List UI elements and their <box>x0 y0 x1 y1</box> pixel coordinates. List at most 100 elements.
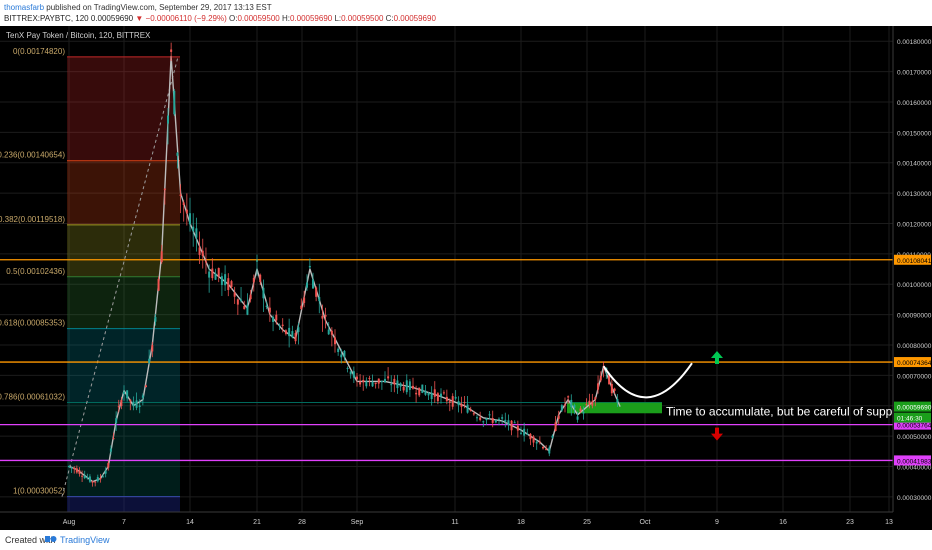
candle-body <box>281 324 284 326</box>
candle-body <box>510 420 513 431</box>
fib-level-label: 0.618(0.00085353) <box>0 319 65 328</box>
tradingview-logo-icon <box>45 536 57 542</box>
candle-body <box>498 418 500 420</box>
candle-body <box>442 392 445 394</box>
tradingview-link[interactable]: TradingView <box>60 535 110 545</box>
candle-body <box>86 477 89 479</box>
candle-body <box>570 399 573 408</box>
chart-header: thomasfarb published on TradingView.com,… <box>0 0 932 26</box>
candle-body <box>294 333 297 342</box>
x-tick-label: Oct <box>640 519 651 526</box>
up-arrow-shape <box>711 351 723 365</box>
candle-body <box>491 418 494 423</box>
x-tick-label: 11 <box>451 519 458 526</box>
candle-body <box>102 476 105 478</box>
candle-body <box>362 379 365 383</box>
candle-body <box>352 371 355 378</box>
open-label: O: <box>229 14 238 23</box>
countdown-label: 01:46:30 <box>897 416 923 423</box>
candle-body <box>173 90 176 115</box>
candle-body <box>356 376 358 380</box>
price-chart[interactable]: 0(0.00174820) 0.236(0.00140654) 0.382(0.00… <box>0 26 932 530</box>
candle-body <box>390 384 393 386</box>
candle-body <box>340 354 343 358</box>
candle-body <box>129 399 132 402</box>
x-tick-label: 16 <box>779 519 787 526</box>
publish-info: thomasfarb published on TradingView.com,… <box>4 3 272 12</box>
candle-body <box>141 395 144 398</box>
candle-body <box>430 392 433 400</box>
candle-body <box>240 299 243 302</box>
candle-body <box>315 287 318 297</box>
candle-body <box>582 411 585 414</box>
high-label: H: <box>281 14 290 23</box>
candle-body <box>371 381 374 387</box>
projection-curve <box>602 362 693 399</box>
y-tick-label: 0.00130000 <box>897 191 932 198</box>
candle-body <box>436 393 439 402</box>
candle-body <box>608 374 611 385</box>
candle-body <box>476 417 478 419</box>
y-tick-label: 0.00120000 <box>897 221 932 228</box>
candle-body <box>564 404 566 406</box>
candle-body <box>211 268 214 279</box>
candle-body <box>81 475 84 477</box>
candle-body <box>529 433 532 440</box>
down-arrow-icon <box>711 427 723 441</box>
candle-body <box>520 432 522 434</box>
y-tick-label: 0.00050000 <box>897 434 932 441</box>
fib-level-label: 0.786(0.00061032) <box>0 393 65 402</box>
y-tick-label: 0.00090000 <box>897 313 932 320</box>
candle-body <box>551 435 554 438</box>
candle-body <box>545 449 548 451</box>
candle-body <box>252 277 255 283</box>
candle-body <box>217 268 220 277</box>
candle-body <box>115 418 118 424</box>
candle-body <box>448 401 451 403</box>
level-axis-label: 0.00053764 <box>897 423 932 430</box>
level-axis-label-bg <box>894 455 931 466</box>
candle-body <box>599 375 602 381</box>
candle-body <box>576 416 579 420</box>
candle-body <box>460 403 463 407</box>
x-tick-label: 23 <box>846 519 854 526</box>
candle-body <box>236 299 239 305</box>
y-tick-label: 0.00100000 <box>897 282 932 289</box>
symbol-label: BITTREX:PAYBTC, 120 <box>4 14 89 23</box>
x-tick-label: 28 <box>298 519 306 526</box>
candle-body <box>387 376 390 379</box>
candle-body <box>330 330 333 335</box>
candle-body <box>233 292 236 297</box>
candle-body <box>278 324 281 326</box>
candle-body <box>230 281 233 288</box>
fib-zone <box>67 402 180 497</box>
candle-body <box>405 380 408 393</box>
level-axis-label-bg <box>894 254 931 265</box>
candle-body <box>312 279 314 289</box>
candle-body <box>513 422 516 424</box>
candle-body <box>479 417 482 420</box>
candle-body <box>145 385 147 388</box>
symbol-info: BITTREX:PAYBTC, 120 0.00059690 ▼ −0.0000… <box>4 14 436 23</box>
candle-body <box>408 381 411 390</box>
candle-body <box>170 49 173 52</box>
author-link[interactable]: thomasfarb <box>4 3 45 12</box>
chart-area[interactable]: 0(0.00174820) 0.236(0.00140654) 0.382(0.00… <box>0 26 932 530</box>
candle-body <box>148 358 151 363</box>
candle-body <box>151 345 154 352</box>
candle-body <box>573 405 576 408</box>
y-axis-panel <box>893 26 932 530</box>
close-label: C: <box>385 14 394 23</box>
fib-zone <box>67 496 180 512</box>
high-value: 0.00059690 <box>289 14 333 23</box>
level-axis-label: 0.00041983 <box>897 458 932 465</box>
candle-body <box>523 428 526 436</box>
price-change: −0.00006110 (−9.29%) <box>145 14 227 23</box>
candle-body <box>504 419 507 422</box>
candle-body <box>494 420 497 423</box>
down-arrow-shape <box>711 427 723 441</box>
candle-body <box>501 417 504 419</box>
candle-body <box>488 414 491 416</box>
close-value: 0.00059690 <box>393 14 436 23</box>
candle-body <box>176 152 179 156</box>
